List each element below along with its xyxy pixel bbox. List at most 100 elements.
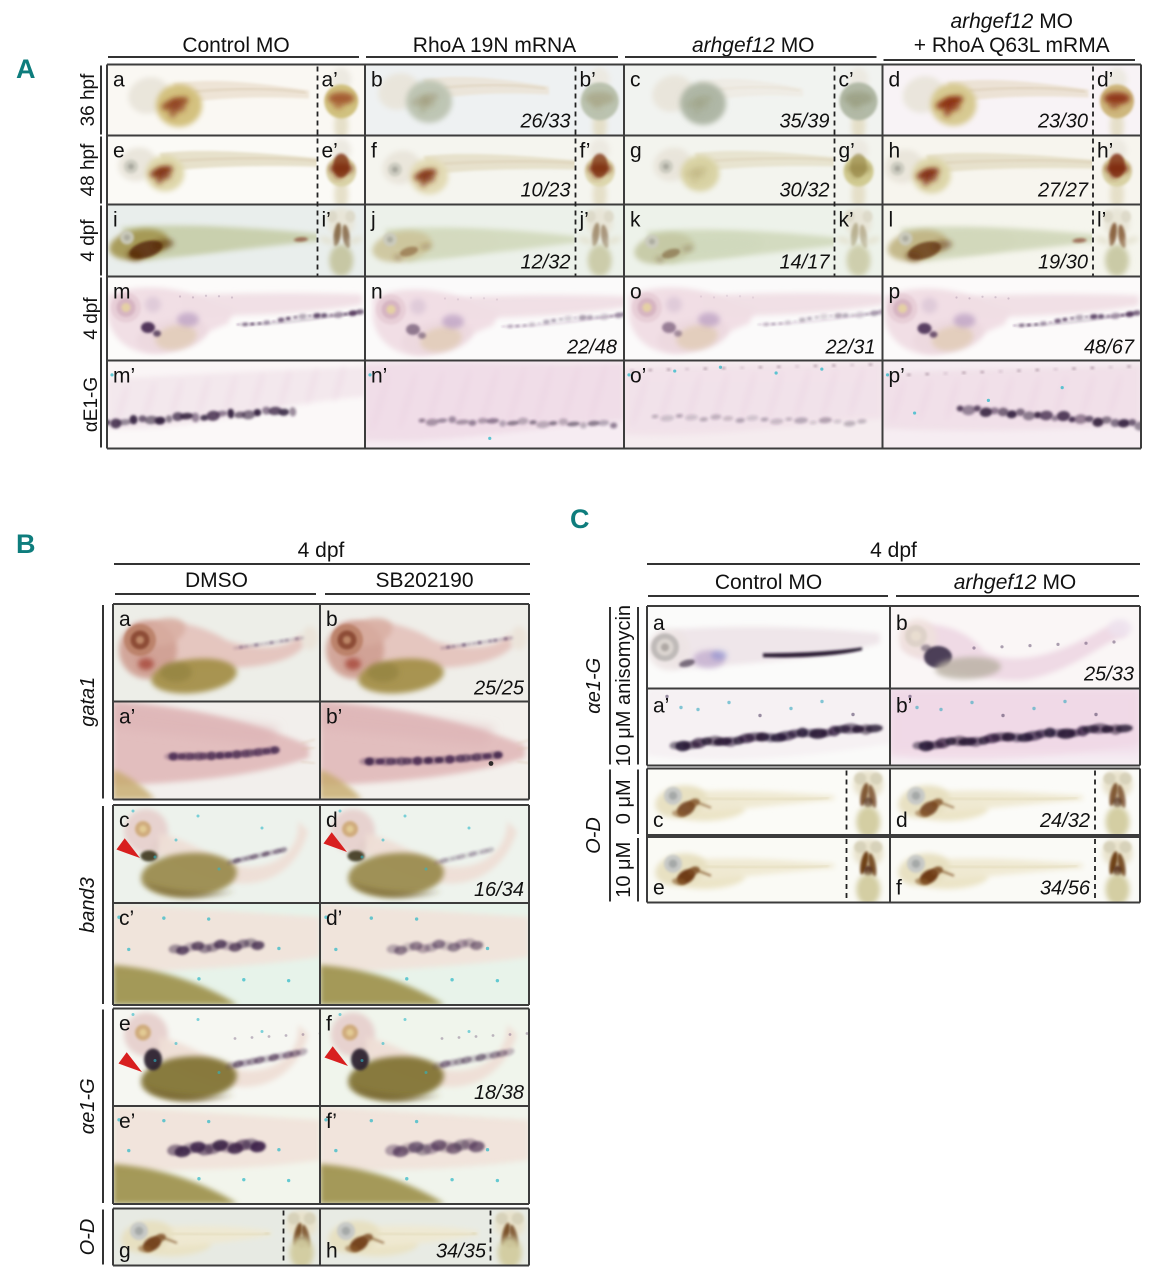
svg-text:αE1-G: αE1-G [81,377,102,432]
svg-text:d’: d’ [1097,69,1113,92]
svg-text:arhgef12 MO: arhgef12 MO [950,10,1073,33]
svg-text:l’: l’ [1097,209,1106,232]
svg-text:10 μM anisomycin: 10 μM anisomycin [613,605,635,767]
svg-text:b: b [371,69,383,92]
svg-text:10/23: 10/23 [520,180,570,202]
svg-text:12/32: 12/32 [520,252,570,274]
svg-text:e: e [119,1013,131,1036]
svg-text:h: h [889,140,901,163]
svg-text:18/38: 18/38 [474,1082,524,1104]
svg-text:p’: p’ [889,365,905,388]
svg-text:c: c [630,69,641,92]
svg-text:arhgef12 MO: arhgef12 MO [954,571,1077,594]
svg-text:a’: a’ [119,706,135,729]
svg-text:30/32: 30/32 [779,180,829,202]
svg-text:22/48: 22/48 [566,337,617,359]
svg-text:e’: e’ [119,1110,135,1133]
svg-text:b: b [896,612,908,635]
svg-text:e’: e’ [322,140,338,163]
svg-text:c’: c’ [119,907,134,930]
svg-text:f’: f’ [326,1110,337,1133]
svg-text:band3: band3 [77,877,99,933]
svg-text:m: m [113,281,131,304]
svg-text:d: d [896,809,908,832]
svg-text:0 μM: 0 μM [613,779,635,824]
svg-text:j’: j’ [579,209,589,232]
svg-text:n’: n’ [371,365,387,388]
svg-text:25/25: 25/25 [473,678,525,700]
svg-text:48/67: 48/67 [1084,337,1135,359]
svg-text:i: i [113,209,118,232]
svg-text:Control MO: Control MO [182,34,289,57]
svg-text:48 hpf: 48 hpf [78,143,99,197]
svg-text:23/30: 23/30 [1037,111,1088,133]
svg-text:gata1: gata1 [77,677,99,727]
svg-text:RhoA 19N mRNA: RhoA 19N mRNA [413,34,576,57]
svg-text:a: a [119,608,131,631]
svg-text:25/33: 25/33 [1083,664,1134,686]
svg-text:b’: b’ [580,69,596,92]
svg-text:16/34: 16/34 [474,879,524,901]
svg-text:k: k [630,209,641,232]
svg-text:4 dpf: 4 dpf [78,219,99,262]
svg-text:B: B [16,529,36,559]
svg-text:arhgef12 MO: arhgef12 MO [692,34,815,57]
svg-text:27/27: 27/27 [1037,180,1089,202]
svg-text:j: j [370,209,376,232]
svg-text:m’: m’ [113,365,135,388]
svg-text:g: g [630,140,642,163]
svg-text:f: f [371,140,377,163]
svg-text:O-D: O-D [583,817,605,854]
svg-text:p: p [889,281,901,304]
svg-text:34/35: 34/35 [436,1241,487,1263]
svg-text:DMSO: DMSO [185,569,248,592]
svg-text:24/32: 24/32 [1039,810,1090,832]
svg-text:SB202190: SB202190 [375,569,473,592]
svg-text:O-D: O-D [77,1219,99,1256]
svg-text:a: a [653,612,665,635]
svg-text:g’: g’ [839,140,855,163]
svg-text:h’: h’ [1097,140,1113,163]
svg-text:d: d [889,69,901,92]
svg-text:36 hpf: 36 hpf [78,73,99,127]
svg-text:4 dpf: 4 dpf [298,539,345,562]
svg-text:h: h [326,1240,338,1263]
svg-text:b: b [326,608,338,631]
svg-text:26/33: 26/33 [519,111,570,133]
svg-text:a’: a’ [653,695,669,718]
svg-text:14/17: 14/17 [779,252,830,274]
svg-text:d: d [326,809,338,832]
svg-text:A: A [16,54,36,84]
svg-text:C: C [570,504,590,534]
svg-text:o: o [630,281,642,304]
svg-text:f: f [326,1013,332,1036]
svg-text:35/39: 35/39 [779,111,829,133]
svg-text:i’: i’ [322,209,331,232]
svg-text:e: e [113,140,125,163]
svg-text:c: c [653,809,664,832]
svg-text:b’: b’ [896,695,912,718]
svg-text:d’: d’ [326,907,342,930]
svg-text:f’: f’ [580,140,591,163]
svg-text:a’: a’ [322,69,338,92]
svg-text:c: c [119,809,130,832]
svg-text:l: l [889,209,894,232]
svg-text:αe1-G: αe1-G [583,658,605,714]
svg-text:34/56: 34/56 [1040,878,1091,900]
svg-text:f: f [896,877,902,900]
svg-text:4 dpf: 4 dpf [81,297,102,340]
svg-text:+ RhoA Q63L mRMA: + RhoA Q63L mRMA [914,34,1110,57]
svg-text:4 dpf: 4 dpf [870,539,917,562]
svg-text:22/31: 22/31 [824,337,875,359]
svg-text:k’: k’ [839,209,854,232]
svg-text:a: a [113,69,125,92]
svg-text:o’: o’ [630,365,646,388]
svg-text:n: n [371,281,383,304]
svg-text:g: g [119,1240,131,1263]
svg-text:10 μM: 10 μM [613,842,635,898]
svg-text:19/30: 19/30 [1038,252,1088,274]
svg-text:Control MO: Control MO [715,571,822,594]
svg-text:b’: b’ [326,706,342,729]
svg-text:e: e [653,877,665,900]
svg-text:c’: c’ [839,69,854,92]
